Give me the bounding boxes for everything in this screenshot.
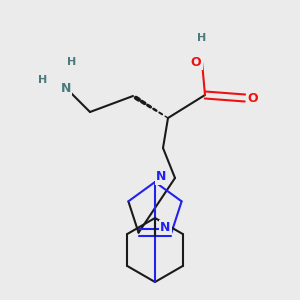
Text: H: H [68,57,76,67]
Text: N: N [160,221,171,234]
Text: N: N [61,82,71,94]
Text: N: N [156,170,166,184]
Text: O: O [248,92,258,104]
Text: H: H [197,33,207,43]
Text: O: O [191,56,201,68]
Text: H: H [38,75,48,85]
